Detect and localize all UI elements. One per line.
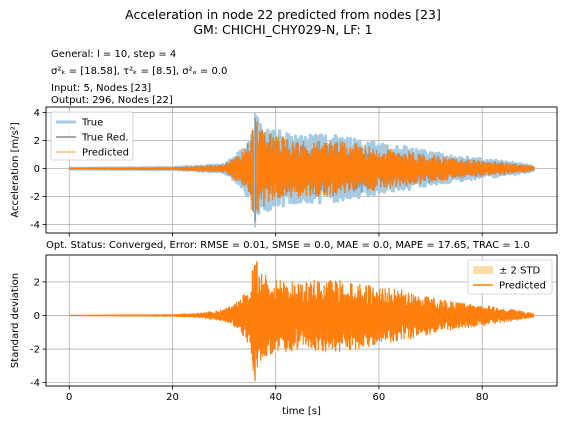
legend-label-true: True <box>81 118 103 129</box>
x-tick-label: 60 <box>373 392 386 403</box>
accel-plot-area <box>67 111 536 228</box>
info-general: General: l = 10, step = 4 <box>51 49 177 60</box>
std-y-axis-label: Standard deviation <box>10 273 21 368</box>
legend-swatch-two-std <box>473 266 493 274</box>
optimization-status: Opt. Status: Converged, Error: RMSE = 0.… <box>46 240 530 251</box>
std-y-tick-label: -4 <box>30 378 40 389</box>
info-sigma: σ²ₖ = [18.58], τ²ₖ = [8.5], σ²ₑ = 0.0 <box>51 66 228 77</box>
std-y-tick-label: -2 <box>30 345 40 356</box>
predicted-std-series-line <box>68 260 535 376</box>
legend-label-two-std: ± 2 STD <box>499 266 541 277</box>
accel-y-tick-label: 0 <box>34 164 40 175</box>
std-plot-area <box>68 260 535 381</box>
info-input: Input: 5, Nodes [23] <box>51 83 152 94</box>
std-y-tick-label: 0 <box>34 311 40 322</box>
accel-y-axis-label: Acceleration [m/s²] <box>10 122 21 218</box>
predicted-series-line <box>68 121 535 213</box>
std-y-tick-label: 2 <box>34 277 40 288</box>
std-panel: 0 20 40 60 80 -4 -2 0 2 Standard deviation time [s… <box>10 254 558 417</box>
x-tick-label: 80 <box>476 392 489 403</box>
accel-legend-box <box>50 111 134 161</box>
legend-label-predicted: Predicted <box>82 148 129 159</box>
std-axes-frame <box>45 254 558 387</box>
accel-y-tick-label: 2 <box>34 136 40 147</box>
accel-axes-frame <box>45 106 558 234</box>
legend-label-true-reduced: True Red. <box>81 133 129 144</box>
accel-panel: -4 -2 0 2 4 Acceleration [m/s²] True True Red. P… <box>10 106 558 237</box>
accel-y-tick-label: 4 <box>34 108 40 119</box>
x-tick-label: 0 <box>66 392 72 403</box>
x-tick-label: 20 <box>166 392 179 403</box>
x-axis-label: time [s] <box>282 406 321 417</box>
chart-title-line1: Acceleration in node 22 predicted from n… <box>125 7 441 22</box>
legend-label-predicted-std: Predicted <box>499 281 546 292</box>
accel-y-tick-label: -4 <box>30 220 40 231</box>
info-output: Output: 296, Nodes [22] <box>51 95 173 106</box>
x-tick-label: 40 <box>269 392 282 403</box>
chart-title-line2: GM: CHICHI_CHY029-N, LF: 1 <box>193 22 373 37</box>
accel-y-tick-label: -2 <box>30 192 40 203</box>
